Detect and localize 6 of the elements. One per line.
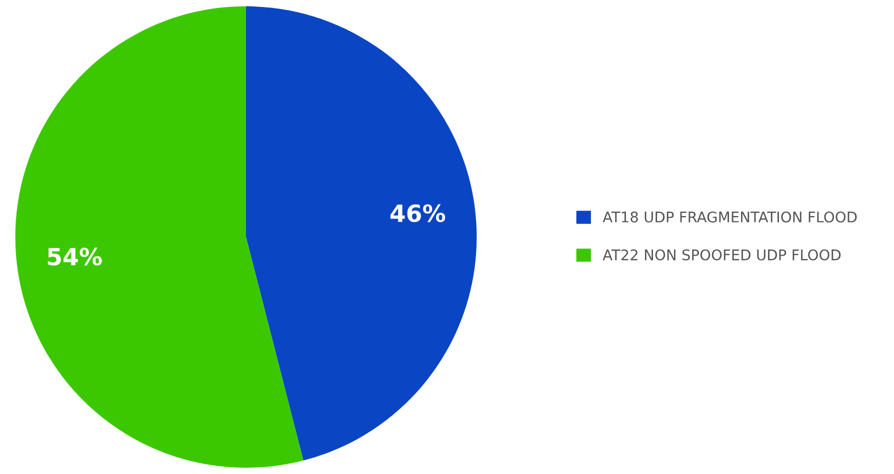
pie-slice	[246, 6, 477, 460]
legend-label: AT22 NON SPOOFED UDP FLOOD	[602, 249, 841, 260]
legend-label: AT18 UDP FRAGMENTATION FLOOD	[602, 211, 857, 223]
pie-slice	[15, 6, 304, 468]
data-label: 54%	[48, 248, 102, 266]
data-label: 46%	[390, 204, 446, 222]
